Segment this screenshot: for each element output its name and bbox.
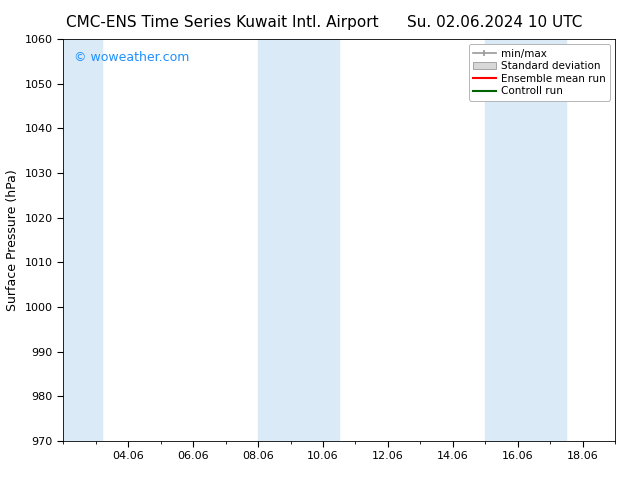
Legend: min/max, Standard deviation, Ensemble mean run, Controll run: min/max, Standard deviation, Ensemble me… bbox=[469, 45, 610, 100]
Text: CMC-ENS Time Series Kuwait Intl. Airport: CMC-ENS Time Series Kuwait Intl. Airport bbox=[65, 15, 378, 30]
Y-axis label: Surface Pressure (hPa): Surface Pressure (hPa) bbox=[6, 169, 19, 311]
Bar bbox=[63, 39, 102, 441]
Bar bbox=[258, 39, 339, 441]
Bar bbox=[485, 39, 566, 441]
Text: Su. 02.06.2024 10 UTC: Su. 02.06.2024 10 UTC bbox=[407, 15, 582, 30]
Text: © woweather.com: © woweather.com bbox=[74, 51, 190, 64]
